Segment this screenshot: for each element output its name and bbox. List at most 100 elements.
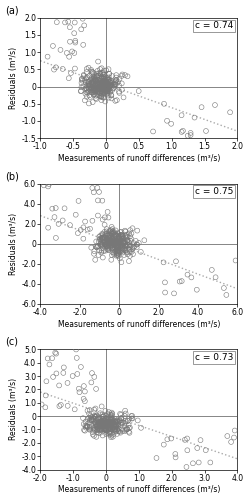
Point: [94, 76, 98, 84]
Point: [118, 410, 122, 418]
Point: [126, 417, 130, 425]
Point: [96, 420, 100, 428]
Point: [113, 422, 117, 430]
Point: [99, 420, 103, 428]
Point: [123, 406, 127, 414]
Point: [98, 420, 102, 428]
Point: [103, 76, 107, 84]
Point: [129, 412, 133, 420]
Point: [121, 248, 125, 256]
Point: [112, 250, 116, 258]
Point: [65, 49, 69, 57]
Point: [96, 84, 100, 92]
Point: [108, 82, 112, 90]
Point: [94, 412, 98, 420]
Point: [102, 94, 106, 102]
Point: [93, 419, 97, 427]
Point: [208, 458, 212, 466]
Point: [100, 426, 104, 434]
Point: [104, 422, 108, 430]
Point: [110, 410, 114, 418]
Point: [94, 404, 98, 412]
Point: [108, 424, 112, 432]
Point: [105, 230, 109, 238]
Point: [85, 82, 89, 90]
Point: [88, 422, 92, 430]
Point: [107, 70, 111, 78]
Point: [105, 88, 109, 96]
Point: [72, 49, 76, 57]
Point: [113, 426, 117, 434]
Point: [100, 234, 104, 241]
Point: [103, 240, 107, 248]
Point: [90, 416, 94, 424]
Point: [97, 429, 101, 437]
Point: [87, 85, 91, 93]
Point: [97, 414, 101, 422]
Point: [83, 96, 87, 104]
Point: [102, 80, 106, 88]
Point: [88, 83, 92, 91]
Point: [87, 410, 91, 418]
Point: [96, 88, 100, 96]
Point: [111, 418, 115, 426]
Point: [112, 246, 116, 254]
Point: [113, 237, 117, 245]
Point: [103, 76, 107, 84]
Point: [109, 226, 113, 234]
Point: [99, 88, 103, 96]
Point: [109, 236, 113, 244]
Point: [104, 418, 108, 426]
Point: [102, 74, 106, 82]
Point: [121, 245, 125, 253]
Point: [54, 64, 58, 72]
Point: [109, 424, 113, 432]
Point: [54, 370, 58, 378]
Point: [120, 235, 124, 243]
Point: [105, 234, 109, 242]
Point: [82, 395, 86, 403]
Point: [103, 238, 107, 246]
Point: [120, 234, 124, 241]
Point: [109, 229, 113, 237]
Point: [99, 420, 103, 428]
Point: [116, 250, 120, 258]
Point: [131, 239, 135, 247]
Point: [108, 410, 112, 418]
Point: [101, 432, 105, 440]
Point: [74, 346, 78, 354]
Point: [92, 84, 96, 92]
Point: [101, 70, 105, 78]
Point: [110, 72, 114, 80]
Point: [103, 76, 107, 84]
Point: [102, 86, 106, 94]
Point: [106, 75, 110, 83]
Point: [104, 407, 108, 415]
Point: [91, 428, 95, 436]
Point: [93, 412, 97, 420]
Point: [99, 428, 103, 436]
Point: [121, 230, 124, 238]
Point: [93, 76, 97, 84]
Point: [113, 240, 117, 248]
Point: [102, 74, 106, 82]
Point: [112, 420, 116, 428]
Point: [97, 85, 101, 93]
Point: [91, 86, 95, 94]
Point: [121, 238, 125, 246]
Point: [92, 84, 96, 92]
Point: [106, 244, 110, 252]
Point: [93, 256, 97, 264]
Point: [84, 422, 88, 430]
Point: [104, 84, 108, 92]
Point: [172, 290, 176, 298]
Point: [108, 88, 112, 96]
Point: [98, 422, 102, 430]
Point: [118, 75, 122, 83]
Point: [185, 434, 189, 442]
Point: [127, 246, 131, 254]
Point: [116, 246, 120, 254]
Point: [107, 426, 111, 434]
Point: [110, 86, 114, 94]
Point: [101, 421, 105, 429]
